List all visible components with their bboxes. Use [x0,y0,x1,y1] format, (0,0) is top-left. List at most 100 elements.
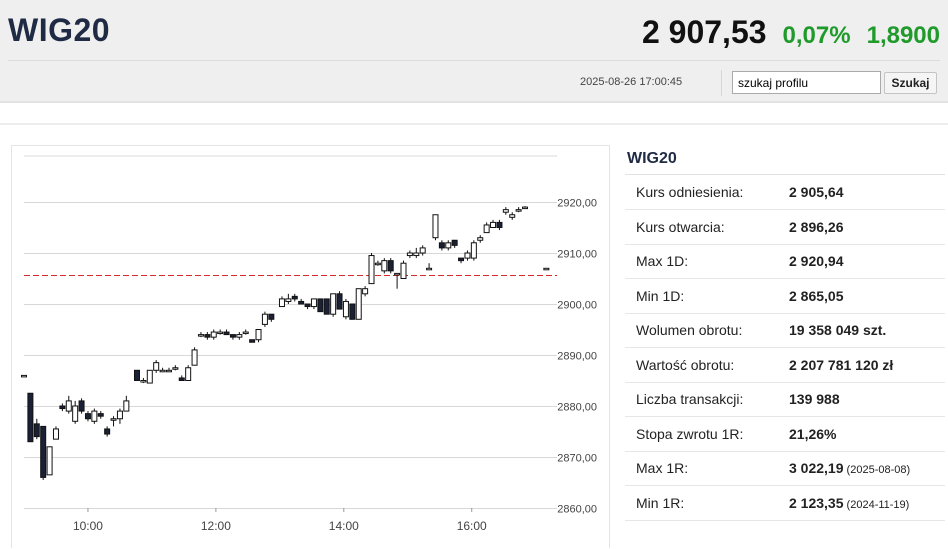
candle-body [368,255,375,285]
candle-body [236,334,243,338]
candle-body [323,298,330,315]
candle-body [97,413,104,417]
candle-body [52,428,59,440]
stat-value: 2 865,05 [789,279,945,314]
candle-body [104,428,111,435]
stat-row: Kurs otwarcia: 2 896,26 [625,210,945,245]
section-divider [0,123,948,125]
candle-body [133,369,140,382]
candle-body [278,298,285,308]
candle-body [342,300,349,318]
candle-body [298,300,305,305]
stat-label: Wartość obrotu: [636,356,735,373]
stat-row: Stopa zwrotu 1R: 21,26% [625,417,945,451]
candle-body [490,221,497,229]
candle-body [140,380,147,383]
candle-body [522,206,529,210]
candle-body [210,331,217,338]
candle-body [406,252,413,257]
candle-body [242,331,249,335]
stat-row: Wartość obrotu: 2 207 781 120 zł [625,348,945,383]
panel-title: WIG20 [625,145,945,175]
candle-body [268,313,275,320]
stat-row: Min 1D: 2 865,05 [625,279,945,314]
candle-body [362,288,369,295]
statistics-table: Kurs odniesienia: 2 905,64 Kurs otwarcia: 2… [625,175,945,521]
candle-body [27,392,34,443]
index-title: WIG20 [8,12,111,48]
y-tick-label: 2880,00 [557,402,597,414]
stat-label: Min 1R: [636,494,685,511]
candle-body [400,262,407,279]
stat-value-text: 2 207 781 120 zł [789,356,894,373]
stat-row: Min 1R: 2 123,35 (2024-11-19) [625,486,945,521]
stat-label: Max 1R: [636,460,689,477]
candle-body [502,209,509,213]
candle-body [197,334,204,337]
candle-body [159,369,166,373]
stat-value-text: 2 865,05 [789,287,844,304]
candle-body [110,418,117,421]
stat-label: Stopa zwrotu 1R: [636,425,744,442]
candle-body [204,334,211,338]
candle-body [65,400,72,412]
stat-row: Kurs odniesienia: 2 905,64 [625,175,945,210]
candle-body [291,295,298,300]
candle-body [394,272,401,276]
stat-value: 2 207 781 120 zł [789,348,945,383]
x-tick-label: 14:00 [329,519,359,533]
stat-row: Wolumen obrotu: 19 358 049 szt. [625,313,945,348]
candle-body [543,267,550,271]
intraday-chart: 2920,00 2910,00 2900,00 2890,00 2880,00 2870,… [11,145,610,548]
stat-value-text: 2 896,26 [789,218,844,235]
x-tick-label: 12:00 [201,519,231,533]
change-percent: 0,07% [782,22,851,49]
stat-label: Max 1D: [636,253,689,270]
candle-body [191,349,198,366]
candle-body [223,331,230,336]
candle-body [496,221,503,229]
candle-body [84,413,91,420]
quote-summary: 2 907,53 0,07% 1,8900 [642,14,940,51]
stat-row: Liczba transakcji: 139 988 [625,382,945,417]
candle-body [285,298,292,302]
candle-body [336,293,343,310]
stat-row: Max 1D: 2 920,94 [625,244,945,279]
candle-body [165,369,172,373]
candle-body [464,252,471,259]
candle-body [317,298,324,313]
search-button[interactable]: Szukaj [884,72,937,94]
candle-body [172,367,179,370]
candle-body [59,405,66,410]
stat-value: 2 123,35 (2024-11-19) [789,486,945,521]
quote-header: WIG20 2 907,53 0,07% 1,8900 2025-08-26 1… [0,0,948,103]
stat-value-text: 19 358 049 szt. [789,322,887,339]
candle-body [509,214,516,218]
stat-label: Wolumen obrotu: [636,322,743,339]
candle-body [477,237,484,241]
stat-date: (2025-08-08) [843,464,911,477]
candle-body [91,410,98,422]
x-tick-label: 16:00 [457,519,487,533]
y-tick-label: 2860,00 [557,504,597,516]
candle-body [146,369,153,384]
stat-value-text: 21,26% [789,425,837,442]
stat-label: Kurs odniesienia: [636,184,744,200]
stat-value-text: 2 905,64 [789,184,844,200]
stat-value: 2 896,26 [789,210,945,245]
candle-body [349,303,356,320]
candle-body [178,377,185,381]
candle-body [458,257,465,262]
x-tick-label: 10:00 [73,519,103,533]
candle-body [255,329,262,341]
stat-value: 2 905,64 [789,175,945,210]
stat-value-text: 2 920,94 [789,253,844,270]
candlestick-chart: 2920,00 2910,00 2900,00 2890,00 2880,00 2870,… [21,155,597,533]
y-tick-label: 2900,00 [557,300,597,312]
profile-search-input[interactable] [732,71,881,94]
candle-body [515,209,522,212]
candle-body [470,242,477,259]
y-tick-label: 2890,00 [557,351,597,363]
candle-body [419,247,426,254]
candle-body [72,405,79,422]
